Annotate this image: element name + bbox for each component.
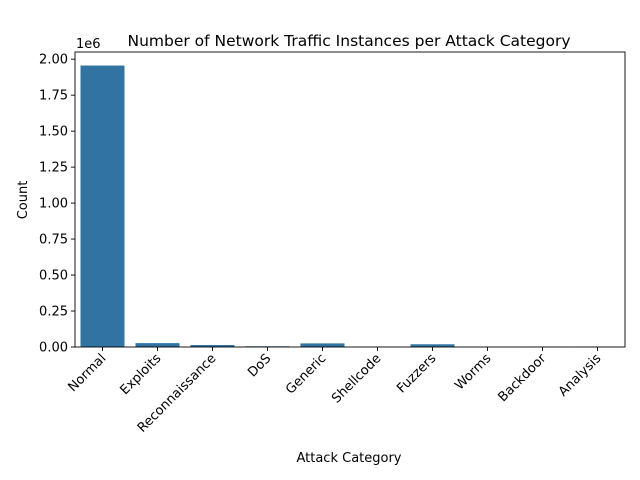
y-offset-label: 1e6 [76,37,101,52]
y-tick-label-1: 0.25 [39,305,68,320]
y-tick-label-7: 1.75 [39,89,68,104]
y-tick-label-5: 1.25 [39,161,68,176]
plot-frame [74,51,626,348]
bar-exploits [135,343,180,347]
y-tick-label-2: 0.50 [39,269,68,284]
bars-group [80,65,620,348]
y-tick-label-3: 0.75 [39,233,68,248]
chart-title: Number of Network Traffic Instances per … [127,32,570,50]
y-tick-label-4: 1.00 [39,197,68,212]
bar-generic [300,343,345,347]
y-axis-label: Count [16,181,31,220]
bar-fuzzers [410,344,455,347]
x-axis-label: Attack Category [296,451,401,466]
bar-normal [80,65,125,348]
y-tick-label-8: 2.00 [39,53,68,68]
y-tick-label-0: 0.00 [39,341,68,356]
y-tick-label-6: 1.50 [39,125,68,140]
y-axis: 0.00 0.25 0.50 0.75 1.00 1.25 1.50 1.75 2.00 [39,53,75,356]
bar-reconnaissance [190,344,235,347]
